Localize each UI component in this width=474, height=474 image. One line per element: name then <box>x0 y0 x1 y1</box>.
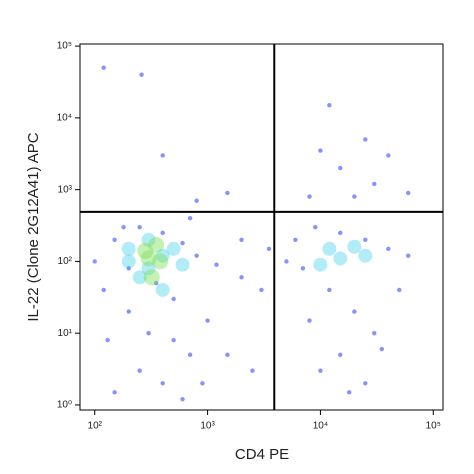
event-point <box>239 275 244 280</box>
event-point <box>363 381 368 386</box>
event-point <box>153 280 159 286</box>
event-point <box>126 266 131 271</box>
event-point <box>132 270 147 285</box>
event-point <box>171 337 176 343</box>
event-point <box>372 330 377 336</box>
event-point <box>146 330 151 336</box>
event-point <box>160 381 165 386</box>
event-point <box>406 253 411 258</box>
event-point <box>160 153 165 158</box>
event-point <box>347 239 362 254</box>
plot-frame <box>79 43 444 411</box>
x-axis-label: CD4 PE <box>235 446 289 463</box>
event-point <box>137 368 142 373</box>
event-point <box>139 72 144 77</box>
event-point <box>347 390 352 395</box>
event-point <box>171 296 176 302</box>
event-point <box>338 352 343 357</box>
event-point <box>259 287 264 293</box>
event-point <box>214 262 219 267</box>
event-point <box>141 261 156 276</box>
y-tick-label: 10⁴ <box>57 113 72 124</box>
event-point <box>406 190 411 196</box>
event-point <box>352 309 357 314</box>
event-point <box>137 224 142 230</box>
event-point <box>194 198 199 203</box>
y-tick-label: 10² <box>58 256 73 267</box>
event-point <box>126 309 131 314</box>
event-point <box>307 318 312 323</box>
event-point <box>101 287 106 293</box>
y-tick-label: 10³ <box>58 184 73 195</box>
event-point <box>293 237 298 243</box>
event-point <box>318 368 323 373</box>
event-point <box>333 251 348 266</box>
event-point <box>307 194 312 199</box>
event-point <box>187 215 193 221</box>
event-point <box>92 259 97 264</box>
y-tick-label: 10¹ <box>58 328 73 339</box>
event-point <box>112 390 117 395</box>
event-point <box>155 248 170 263</box>
x-tick-label: 10⁵ <box>426 421 441 432</box>
x-tick-label: 10³ <box>200 421 215 432</box>
event-point <box>194 253 199 258</box>
event-point <box>205 318 210 323</box>
event-point <box>300 266 306 271</box>
event-point <box>379 346 385 352</box>
event-point <box>140 250 157 267</box>
event-point <box>187 352 193 357</box>
event-point <box>239 237 244 243</box>
event-point <box>180 397 185 402</box>
event-point <box>105 337 110 343</box>
event-point <box>372 181 377 187</box>
event-point <box>160 230 165 236</box>
event-point <box>121 254 136 269</box>
event-point <box>338 165 343 171</box>
event-point <box>155 282 170 297</box>
event-point <box>358 248 373 263</box>
event-point <box>266 246 272 251</box>
event-point <box>225 190 230 196</box>
y-tick-label: 10⁰ <box>57 400 72 411</box>
y-axis-label: IL-22 (Clone 2G12A41) APC <box>25 132 42 321</box>
event-point <box>397 287 402 293</box>
event-point <box>327 103 332 108</box>
event-point <box>121 241 136 256</box>
event-point <box>148 236 165 253</box>
event-point <box>137 242 154 259</box>
event-point <box>121 224 126 230</box>
event-point <box>152 253 169 270</box>
y-tick-label: 10⁵ <box>57 41 72 52</box>
event-point <box>141 232 156 247</box>
event-point <box>112 237 117 243</box>
event-point <box>318 148 323 153</box>
event-point <box>166 241 181 256</box>
event-point <box>322 241 337 256</box>
event-point <box>386 246 391 251</box>
event-point <box>313 224 318 230</box>
event-point <box>225 352 230 357</box>
event-point <box>386 153 391 158</box>
event-point <box>200 381 205 386</box>
x-tick-label: 10⁴ <box>313 421 328 432</box>
event-point <box>180 240 185 246</box>
event-point <box>338 230 343 236</box>
event-point <box>101 65 106 70</box>
event-point <box>250 368 255 373</box>
event-point <box>313 257 328 272</box>
x-tick-label: 10² <box>88 421 103 432</box>
event-point <box>352 194 357 199</box>
event-point <box>284 259 289 264</box>
event-point <box>143 269 160 286</box>
event-point <box>363 237 368 243</box>
event-point <box>175 257 190 272</box>
event-point <box>363 137 368 142</box>
event-point <box>327 287 332 293</box>
